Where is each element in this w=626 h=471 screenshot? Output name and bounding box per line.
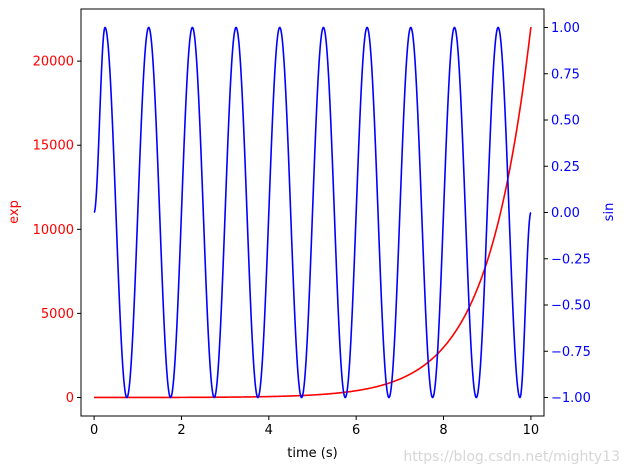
y-axis-label-left: exp: [7, 200, 22, 224]
series-line-sin: [93, 26, 532, 399]
x-tick-label: 6: [352, 423, 360, 438]
y-right-tick-label: −1.00: [551, 391, 591, 406]
x-tick-label: 10: [523, 423, 540, 438]
x-tick-label: 2: [177, 423, 185, 438]
x-axis-label: time (s): [287, 446, 337, 461]
y-right-tick-label: 0.25: [551, 160, 580, 175]
y-axis-label-right: sin: [602, 203, 617, 222]
y-right-tick-label: −0.50: [551, 299, 591, 314]
watermark: https://blog.csdn.net/mighty13: [403, 449, 620, 465]
y-right-tick-label: −0.25: [551, 252, 591, 267]
x-tick-label: 8: [439, 423, 447, 438]
y-left-tick-label: 15000: [33, 139, 74, 154]
y-right-tick-label: 1.00: [551, 21, 580, 36]
y-right-tick-label: 0.00: [551, 206, 580, 221]
y-right-tick-label: −0.75: [551, 345, 591, 360]
y-right-tick-label: 0.50: [551, 114, 580, 129]
y-left-tick-label: 0: [66, 391, 74, 406]
y-right-tick-label: 0.75: [551, 67, 580, 82]
y-left-tick-label: 20000: [33, 55, 74, 70]
plot-lines: [93, 26, 532, 399]
axis-ticks: 0 2 4 6 8 10 0 5000 10000 15000 20000 −1.00 −0.75 −0.…: [33, 21, 591, 438]
y-left-tick-label: 5000: [41, 307, 74, 322]
y-left-tick-label: 10000: [33, 223, 74, 238]
x-tick-label: 4: [265, 423, 273, 438]
x-tick-label: 0: [90, 423, 98, 438]
series-line-exp: [94, 26, 532, 399]
